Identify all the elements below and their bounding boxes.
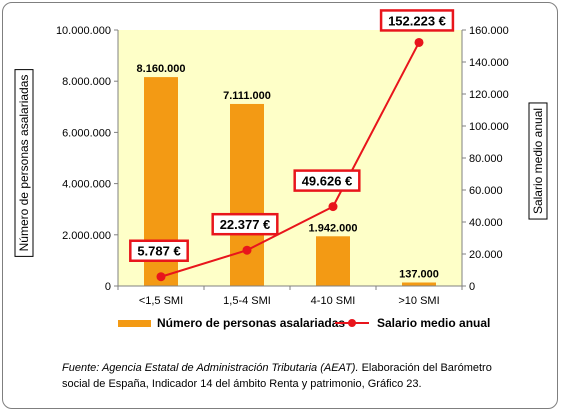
- y-right-tick-label-0: 0: [469, 281, 475, 293]
- source-rest: Elaboración del Barómetro social de Espa…: [62, 362, 492, 390]
- salary-point-3: [414, 37, 424, 47]
- bar-3: [402, 282, 436, 286]
- y-left-tick-label-5: 10.000.000: [56, 25, 111, 37]
- y-right-tick-label-7: 140.000: [469, 57, 509, 69]
- x-tick-label-1: 1,5-4 SMI: [223, 295, 271, 307]
- bar-data-label-0: 8.160.000: [137, 63, 186, 75]
- salary-label-2: 49.626 €: [302, 174, 353, 189]
- y-right-tick-label-3: 60.000: [469, 185, 503, 197]
- y-left-tick-label-2: 4.000.000: [62, 179, 111, 191]
- legend-line-label: Salario medio anual: [377, 316, 491, 330]
- source-agency: Fuente: Agencia Estatal de Administració…: [62, 362, 359, 374]
- y-right-tick-label-8: 160.000: [469, 25, 509, 37]
- bar-2: [316, 236, 350, 286]
- salary-label-box-1: [211, 212, 279, 236]
- y-left-tick-label-4: 8.000.000: [62, 76, 111, 88]
- y-right-axis-title: Salario medio anual: [528, 102, 548, 220]
- y-left-tick-label-1: 2.000.000: [62, 230, 111, 242]
- y-left-tick-label-3: 6.000.000: [62, 127, 111, 139]
- legend: Número de personas asalariadas Salario m…: [0, 316, 562, 336]
- y-left-tick-label-0: 0: [105, 281, 111, 293]
- salary-point-2: [328, 202, 338, 212]
- legend-item-line: Salario medio anual: [335, 316, 490, 330]
- bar-data-label-2: 1.942.000: [309, 222, 358, 234]
- y-right-tick-label-6: 120.000: [469, 89, 509, 101]
- y-right-tick-label-2: 40.000: [469, 217, 503, 229]
- source-note: Fuente: Agencia Estatal de Administració…: [62, 360, 502, 392]
- salary-label-box-3: [379, 9, 455, 32]
- salary-label-3: 152.223 €: [388, 13, 446, 28]
- bar-data-label-1: 7.111.000: [223, 90, 271, 102]
- y-left-axis-title: Número de personas asalariadas: [14, 69, 34, 257]
- salary-point-0: [156, 272, 166, 282]
- bar-data-label-3: 137.000: [399, 268, 439, 280]
- bar-1: [230, 103, 264, 286]
- y-right-axis-title-box: [528, 102, 548, 220]
- y-right-axis-title-text: Salario medio anual: [531, 108, 545, 214]
- y-right-tick-label-1: 20.000: [469, 249, 503, 261]
- x-tick-label-2: 4-10 SMI: [311, 295, 356, 307]
- x-tick-label-3: >10 SMI: [398, 295, 439, 307]
- salary-label-box-2: [293, 169, 361, 192]
- y-right-tick-label-5: 100.000: [469, 121, 509, 133]
- legend-bars-label: Número de personas asalariadas: [157, 316, 346, 330]
- y-left-axis-title-box: [14, 69, 34, 257]
- y-right-tick-label-4: 80.000: [469, 153, 503, 165]
- y-left-axis-title-text: Número de personas asalariadas: [17, 75, 31, 252]
- salary-point-1: [242, 245, 252, 255]
- legend-item-bars: Número de personas asalariadas: [118, 316, 345, 330]
- legend-bar-swatch: [118, 319, 151, 327]
- x-tick-label-0: <1,5 SMI: [139, 295, 183, 307]
- salary-line: [160, 41, 420, 278]
- legend-line-swatch: [335, 318, 369, 328]
- salary-label-1: 22.377 €: [220, 217, 271, 232]
- salary-label-box-0: [129, 239, 189, 262]
- salary-label-0: 5.787 €: [137, 244, 180, 259]
